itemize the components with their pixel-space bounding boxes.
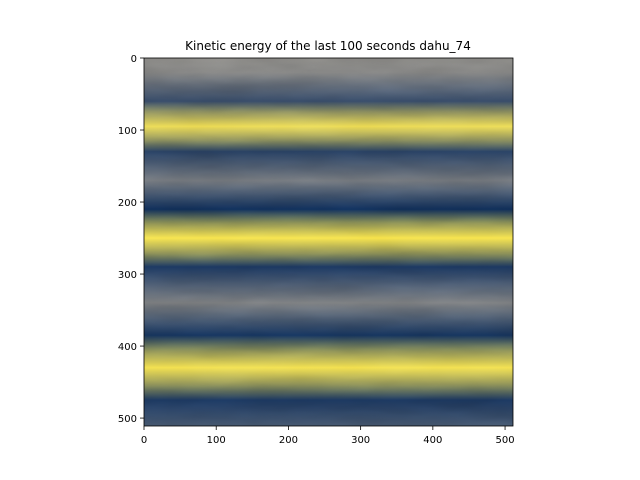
y-tick-label: 300 <box>118 270 137 281</box>
x-axis: 0 100 200 300 400 500 <box>141 426 515 446</box>
y-axis: 0 100 200 300 400 500 <box>118 54 144 425</box>
heatmap-texture <box>144 58 513 426</box>
plot-frame <box>143 57 514 427</box>
x-tick-label: 400 <box>423 435 442 446</box>
chart-title: Kinetic energy of the last 100 seconds d… <box>185 39 471 53</box>
plot-area <box>143 57 514 427</box>
y-tick-label: 100 <box>118 126 137 137</box>
y-tick-label: 200 <box>118 198 137 209</box>
y-tick-label: 500 <box>118 414 137 425</box>
x-tick-label: 0 <box>141 435 147 446</box>
y-tick-label: 0 <box>131 54 137 65</box>
x-tick-label: 200 <box>279 435 298 446</box>
x-tick-label: 100 <box>207 435 226 446</box>
x-tick-label: 300 <box>351 435 370 446</box>
x-tick-label: 500 <box>496 435 515 446</box>
y-tick-label: 400 <box>118 342 137 353</box>
